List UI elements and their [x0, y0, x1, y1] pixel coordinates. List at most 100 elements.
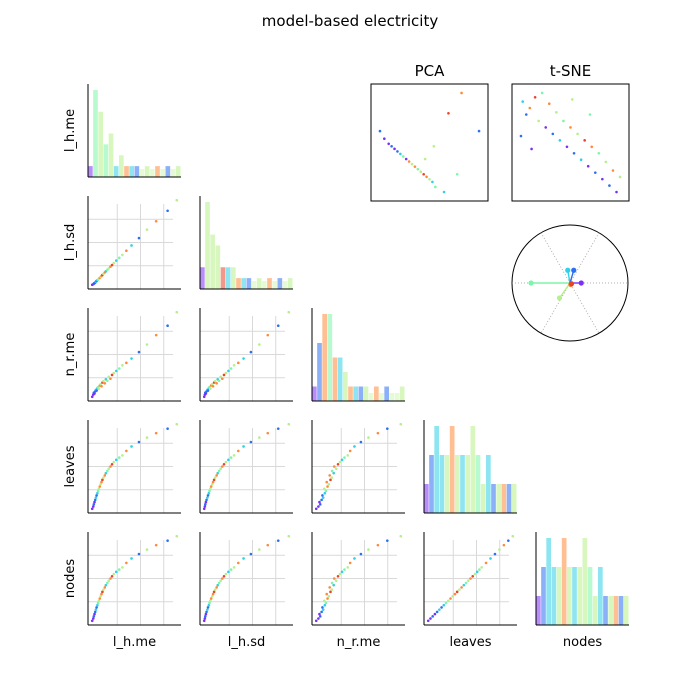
data-point — [386, 539, 389, 542]
histogram-bar — [608, 596, 613, 625]
data-point — [93, 610, 97, 614]
data-point — [203, 505, 207, 508]
x-axis-label-nodes: nodes — [563, 635, 602, 650]
data-point — [219, 467, 222, 471]
histogram-bar — [251, 281, 257, 289]
data-point — [338, 572, 342, 576]
data-point — [329, 590, 332, 594]
data-point — [321, 608, 325, 611]
histogram-bar — [582, 538, 588, 625]
histogram-bar — [541, 567, 546, 625]
data-point — [367, 436, 370, 439]
histogram-bar — [272, 281, 277, 289]
x-axis-label-l_h.me: l_h.me — [113, 635, 156, 650]
data-point — [332, 577, 336, 580]
loading-marker — [571, 267, 577, 273]
embedding-point — [533, 95, 537, 99]
histogram-bar — [282, 281, 288, 289]
histogram-bar — [501, 484, 507, 513]
histogram-bar — [348, 386, 353, 401]
data-point — [386, 427, 389, 430]
data-point — [323, 491, 327, 495]
loading-marker — [528, 280, 534, 286]
data-point — [109, 577, 112, 580]
panel-nodes-vs-nodes — [535, 532, 629, 626]
data-point — [216, 471, 219, 475]
data-point — [232, 566, 236, 569]
data-point — [137, 440, 141, 444]
data-point — [106, 379, 109, 383]
data-point — [175, 198, 179, 202]
data-point — [227, 458, 230, 462]
data-point — [106, 581, 109, 585]
histogram-bar — [399, 386, 405, 401]
embedding-point — [565, 145, 569, 149]
panel-leaves-vs-leaves — [423, 420, 517, 514]
tsne-panel-title: t-SNE — [550, 62, 592, 80]
embedding-point — [604, 160, 608, 164]
data-point — [229, 367, 233, 370]
data-point — [276, 539, 280, 542]
histogram-bar — [449, 426, 455, 513]
data-point — [209, 487, 212, 491]
biplot-panel — [511, 224, 629, 342]
data-point — [232, 363, 236, 367]
data-point — [455, 590, 459, 594]
data-point — [266, 431, 270, 435]
figure-title: model-based electricity — [262, 12, 439, 30]
embedding-point — [583, 139, 586, 142]
data-point — [110, 373, 114, 377]
tsne-panel: t-SNE — [511, 62, 630, 202]
data-point — [121, 566, 124, 569]
data-point — [130, 445, 133, 448]
data-point — [227, 369, 230, 373]
data-point — [217, 469, 221, 473]
data-point — [154, 543, 158, 547]
panel-l_h.sd-vs-l_h.sd — [199, 196, 293, 290]
data-point — [206, 496, 209, 499]
data-point — [484, 561, 488, 565]
data-point — [109, 465, 112, 468]
embedding-point — [422, 172, 425, 176]
data-point — [321, 496, 325, 499]
embedding-point — [425, 175, 428, 179]
data-point — [242, 357, 245, 360]
data-point — [98, 485, 102, 488]
data-point — [90, 619, 94, 623]
embedding-point — [519, 134, 523, 138]
data-point — [446, 599, 450, 603]
histogram-bar — [155, 166, 160, 177]
data-point — [117, 568, 121, 571]
panel-n_r.me-vs-l_h.sd — [199, 308, 293, 402]
histogram-bar — [231, 267, 236, 289]
data-point — [326, 597, 329, 600]
data-point — [471, 574, 475, 578]
data-point — [107, 579, 111, 583]
panel-nodes-vs-l_h.me — [87, 532, 181, 626]
data-point — [109, 377, 112, 381]
y-axis-label-l_h.me: l_h.me — [63, 109, 78, 152]
data-point — [112, 371, 116, 375]
histogram-bar — [139, 169, 145, 177]
histogram-bar — [246, 278, 252, 289]
data-point — [317, 617, 320, 620]
y-axis-label-nodes: nodes — [63, 559, 78, 598]
data-point — [93, 498, 97, 502]
histogram-bar — [444, 455, 450, 513]
histogram-bar — [572, 567, 577, 625]
data-point — [205, 498, 208, 502]
embedding-point — [547, 102, 551, 106]
data-point — [110, 263, 114, 267]
histogram-bar — [424, 484, 429, 513]
histogram-bar — [312, 386, 317, 401]
data-point — [359, 440, 363, 444]
data-point — [258, 436, 261, 439]
data-point — [100, 480, 103, 484]
data-point — [321, 606, 324, 609]
data-point — [469, 577, 472, 580]
data-point — [314, 507, 318, 511]
embedding-point — [576, 132, 579, 136]
data-point — [320, 498, 323, 502]
data-point — [121, 363, 124, 367]
histogram-bar — [200, 267, 205, 289]
